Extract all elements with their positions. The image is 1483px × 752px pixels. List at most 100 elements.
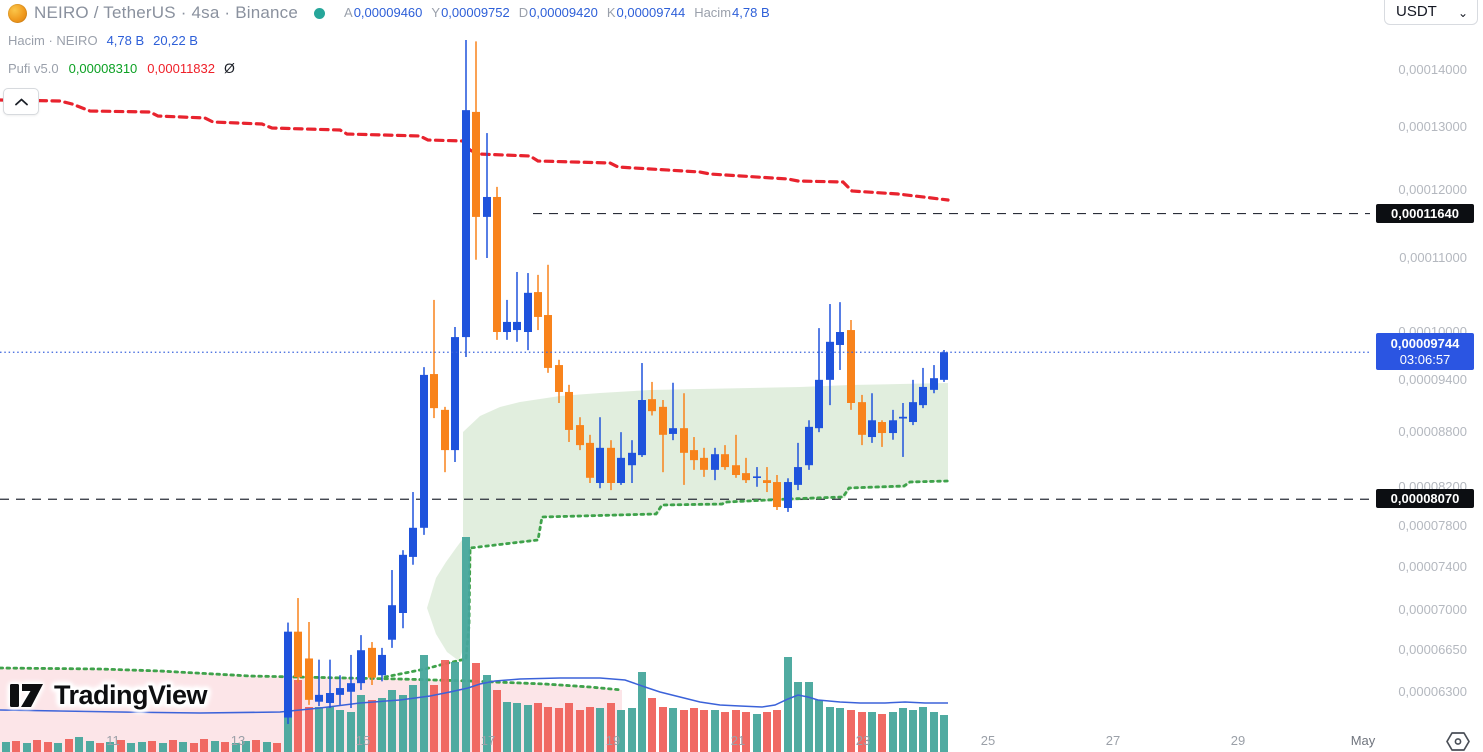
candle-body xyxy=(930,378,938,390)
volume-bar xyxy=(586,707,594,752)
price-axis-label: 0,00012000 xyxy=(1398,181,1467,197)
candle-body xyxy=(858,402,866,435)
price-axis[interactable]: 0,00014000 0,00013000 0,00012000 0,00011000… xyxy=(1370,0,1483,728)
time-axis-label: 11 xyxy=(106,733,120,748)
volume-bar xyxy=(430,685,438,752)
volume-bar xyxy=(388,690,396,752)
ohlc-label: K xyxy=(606,5,616,20)
market-status-dot-icon[interactable] xyxy=(314,7,326,19)
volume-bar xyxy=(576,710,584,752)
volume-bar xyxy=(378,698,386,752)
candle-body xyxy=(430,374,438,409)
volume-bar xyxy=(284,702,292,752)
volume-bar xyxy=(596,708,604,752)
volume-bar xyxy=(106,742,114,752)
candle-body xyxy=(294,631,302,678)
candle-body xyxy=(659,406,667,435)
volume-bar xyxy=(368,700,376,752)
candle-body xyxy=(503,321,511,332)
candle-body xyxy=(586,442,594,478)
pufi-indicator-row[interactable]: Pufi v5.0 0,00008310 0,00011832 Ø xyxy=(8,59,235,77)
current-price-value: 0,00009744 xyxy=(1390,336,1460,352)
axis-settings-hexagon-icon[interactable] xyxy=(1445,731,1471,752)
volume-bar xyxy=(503,702,511,752)
volume-bar xyxy=(200,739,208,752)
chevron-down-icon: ⌄ xyxy=(1457,5,1468,20)
candle-body xyxy=(878,422,886,434)
volume-bar xyxy=(878,714,886,752)
candle-body xyxy=(669,428,677,434)
volume-bar xyxy=(23,743,31,752)
volume-bar xyxy=(763,712,771,752)
volume-bar xyxy=(336,710,344,752)
ohlc-label: A xyxy=(344,5,353,20)
pufi-green-band xyxy=(463,383,948,660)
candle-body xyxy=(451,337,459,451)
volume-bar xyxy=(169,740,177,752)
volume-bar xyxy=(700,710,708,752)
candle-body xyxy=(711,454,719,470)
time-axis-label: 19 xyxy=(605,733,621,748)
price-axis-label: 0,00007800 xyxy=(1398,517,1467,533)
volume-bar xyxy=(680,710,688,752)
neiro-coin-icon xyxy=(8,3,27,23)
time-axis-label: 25 xyxy=(980,733,996,748)
volume-bar xyxy=(232,743,240,752)
volume-bar xyxy=(263,742,271,752)
candle-body xyxy=(493,196,501,332)
volume-bar xyxy=(648,698,656,752)
volume-bar xyxy=(690,708,698,752)
volume-bar xyxy=(773,710,781,752)
volume-indicator-row[interactable]: Hacim · NEIRO 4,78 B 20,22 B xyxy=(8,31,198,49)
volume-bar xyxy=(273,743,281,752)
candle-body xyxy=(420,374,428,528)
pufi-green-band-patch xyxy=(427,540,466,661)
candle-body xyxy=(815,379,823,429)
volume-indicator-label: Hacim · NEIRO xyxy=(8,32,98,48)
candle-body xyxy=(742,473,750,481)
time-axis-label: 17 xyxy=(480,733,496,748)
symbol-title[interactable]: NEIRO / TetherUS · 4sa · Binance xyxy=(34,3,299,22)
volume-bar xyxy=(815,700,823,752)
volume-bar xyxy=(127,743,135,752)
volume-bar xyxy=(659,707,667,752)
volume-bar xyxy=(86,741,94,752)
candle-body xyxy=(368,647,376,678)
volume-bar xyxy=(117,740,125,752)
volume-bar xyxy=(847,710,855,752)
volume-bar xyxy=(148,741,156,752)
time-axis[interactable]: 11 13 15 17 19 21 23 25 27 29 May xyxy=(0,728,1483,752)
candle-body xyxy=(565,391,573,430)
price-axis-label: 0,00007400 xyxy=(1398,558,1467,574)
ohlc-value: 0,00009752 xyxy=(441,5,510,20)
ohlc-value: 0,00009420 xyxy=(529,5,598,20)
price-axis-label: 0,00007000 xyxy=(1398,602,1467,618)
time-axis-label: 29 xyxy=(1230,733,1246,748)
volume-bar xyxy=(836,708,844,752)
volume-bar xyxy=(794,682,802,752)
volume-bar xyxy=(221,742,229,752)
ohlc-label: Y xyxy=(431,5,441,20)
volume-bar xyxy=(44,742,52,752)
currency-unit-select[interactable]: USDT ⌄ xyxy=(1384,0,1478,25)
candle-body xyxy=(826,341,834,380)
volume-bar xyxy=(669,708,677,752)
candle-body xyxy=(378,654,386,676)
candle-body xyxy=(462,110,470,338)
candle-body xyxy=(555,365,563,392)
candle-body xyxy=(753,476,761,478)
volume-bar xyxy=(420,655,428,752)
ohlc-label: D xyxy=(518,5,529,20)
candle-body xyxy=(648,399,656,412)
pufi-avg-symbol: Ø xyxy=(224,60,235,76)
collapse-panel-button[interactable] xyxy=(3,88,39,115)
volume-bar xyxy=(868,712,876,752)
volume-bar xyxy=(138,742,146,752)
ohlc-label: Hacim xyxy=(694,5,732,20)
ohlc-values: A0,00009460 Y0,00009752 D0,00009420 K0,0000… xyxy=(335,4,770,22)
tradingview-logo[interactable]: TradingView xyxy=(8,676,208,714)
volume-bar xyxy=(12,741,20,752)
candle-body xyxy=(388,605,396,640)
